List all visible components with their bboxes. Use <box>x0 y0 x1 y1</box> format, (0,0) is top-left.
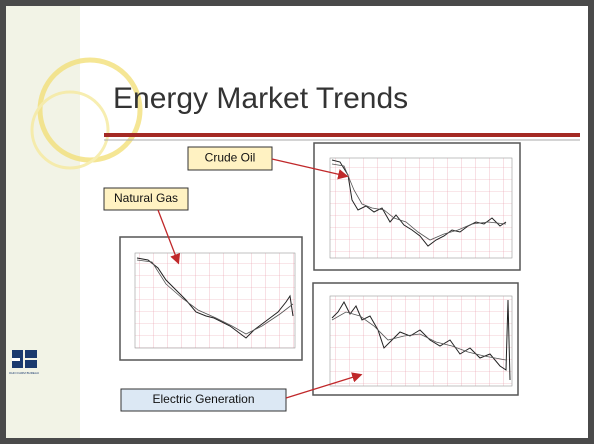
callout-box <box>103 187 189 211</box>
callout-arrow <box>285 372 363 399</box>
callout-box <box>187 146 273 171</box>
callout-box <box>120 388 287 412</box>
logo-caption: OHIO FARM BUREAU <box>9 371 39 375</box>
callout-label: Electric Generation <box>152 392 254 406</box>
callout-label: Natural Gas <box>114 191 178 205</box>
callout-arrow <box>271 158 349 180</box>
natural-gas-chart <box>119 236 303 361</box>
electricity-chart <box>312 282 519 396</box>
crude-oil-chart <box>313 142 521 271</box>
logo: OHIO FARM BUREAU <box>9 350 39 375</box>
callout-arrow <box>157 209 181 265</box>
decor-rings <box>30 57 143 170</box>
slide-title: Energy Market Trends <box>113 82 408 115</box>
callout-label: Crude Oil <box>205 151 256 165</box>
